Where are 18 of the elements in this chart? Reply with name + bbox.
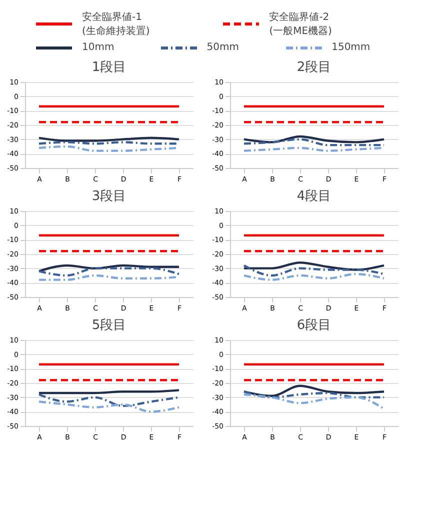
legend-label: 安全臨界値-1 (生命維持装置) [82,10,150,38]
line-series [242,264,386,277]
chart-title: 6段目 [296,318,332,333]
legend-label: 安全臨界値-2 (一般ME機器) [269,10,332,38]
legend-label: 10mm [82,42,114,53]
chart-title: 1段目 [92,60,126,75]
legend-label: 50mm [206,42,240,53]
line-series [242,393,386,410]
legend-label: 150mm [332,42,370,53]
chart-title: 2段目 [296,60,332,75]
chart-title: 4段目 [296,189,332,204]
line-series [38,393,180,408]
line-series [242,384,386,397]
chart-title: 3段目 [92,189,126,204]
line-series [38,267,180,277]
chart-title: 5段目 [92,318,126,333]
line-series [242,262,386,271]
line-series [38,400,180,413]
